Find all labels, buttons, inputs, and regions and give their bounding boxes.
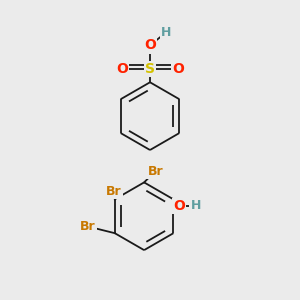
- Text: S: S: [145, 62, 155, 76]
- Text: O: O: [172, 62, 184, 76]
- Text: Br: Br: [80, 220, 96, 233]
- Text: H: H: [190, 200, 201, 212]
- Text: O: O: [144, 38, 156, 52]
- Text: O: O: [116, 62, 128, 76]
- Text: Br: Br: [106, 185, 122, 198]
- Text: H: H: [161, 26, 171, 39]
- Text: Br: Br: [148, 165, 163, 178]
- Text: O: O: [173, 199, 185, 213]
